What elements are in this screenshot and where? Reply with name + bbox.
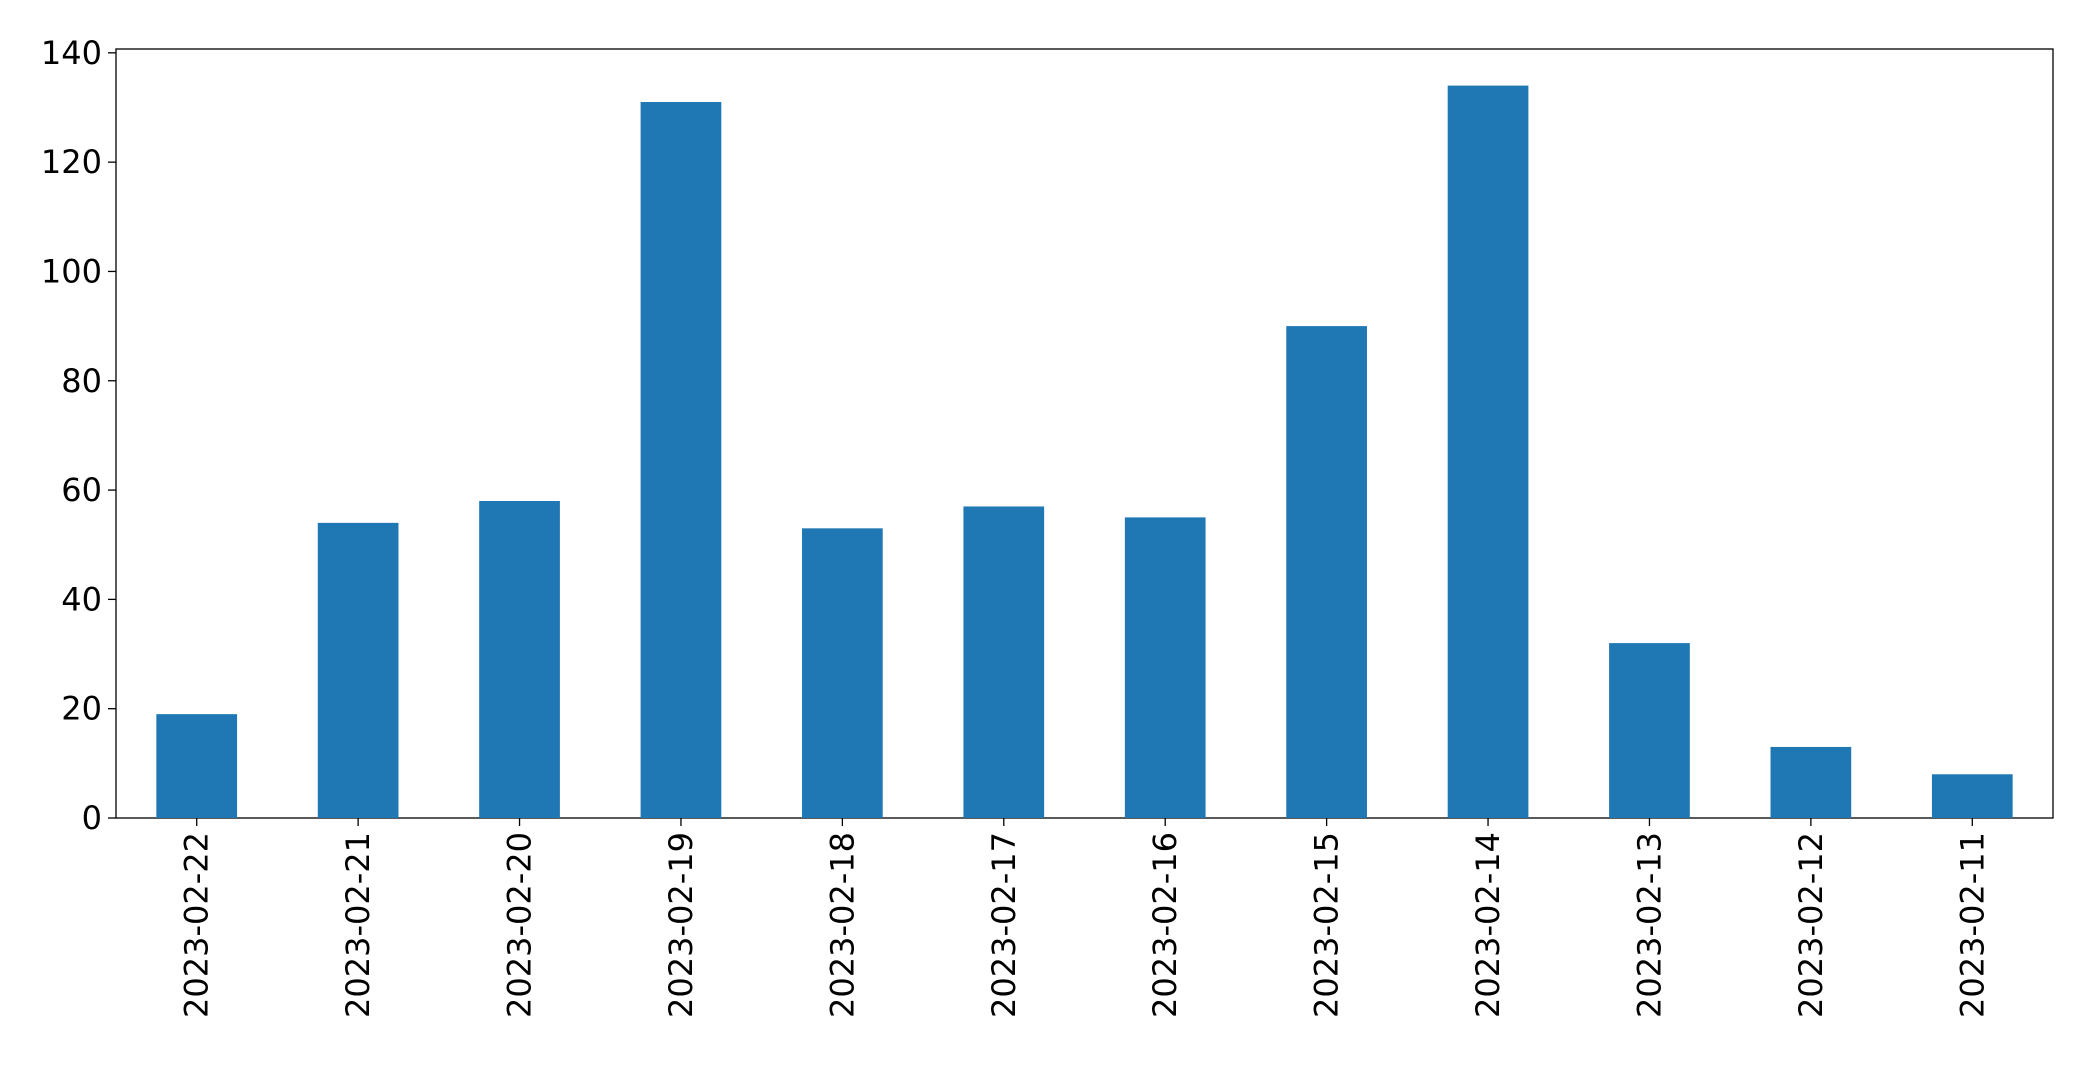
x-tick-label: 2023-02-16	[1146, 832, 1184, 1018]
bar	[479, 500, 560, 818]
bar	[1609, 643, 1690, 818]
y-tick-label: 20	[61, 690, 102, 728]
y-tick-label: 80	[61, 362, 102, 400]
x-tick-label: 2023-02-20	[501, 832, 539, 1018]
x-tick-label: 2023-02-18	[823, 832, 861, 1018]
x-tick-label: 2023-02-13	[1630, 832, 1668, 1018]
x-tick-label: 2023-02-11	[1953, 832, 1991, 1018]
x-tick-label: 2023-02-17	[985, 832, 1023, 1018]
y-tick-label: 100	[41, 252, 102, 290]
bar	[156, 714, 238, 818]
x-tick-label: 2023-02-12	[1792, 832, 1830, 1018]
bar	[1447, 85, 1529, 819]
bar	[1770, 746, 1852, 818]
bar	[963, 506, 1045, 818]
bar	[802, 528, 883, 818]
plot-frame	[115, 48, 2054, 819]
y-tick-label: 40	[61, 580, 102, 618]
x-tick-label: 2023-02-19	[662, 832, 700, 1018]
bar	[1124, 517, 1206, 818]
y-tick-label: 120	[41, 143, 102, 181]
y-tick-label: 0	[82, 799, 102, 837]
bar	[1931, 774, 2013, 818]
bar	[317, 522, 399, 818]
x-tick-label: 2023-02-21	[339, 832, 377, 1018]
y-tick-label: 60	[61, 471, 102, 509]
x-tick-label: 2023-02-22	[178, 832, 216, 1018]
y-tick-label: 140	[41, 34, 102, 72]
bar	[640, 102, 722, 819]
x-tick-label: 2023-02-15	[1308, 832, 1346, 1018]
bar	[1286, 326, 1367, 818]
x-tick-label: 2023-02-14	[1469, 832, 1507, 1018]
